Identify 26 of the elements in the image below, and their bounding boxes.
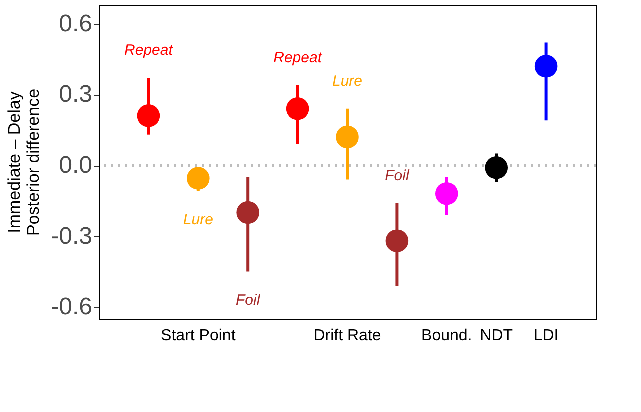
x-tick-label: Drift Rate (314, 328, 382, 344)
point (236, 201, 260, 224)
point (485, 156, 508, 180)
x-tick-label: LDI (534, 328, 559, 344)
text: Repeat (274, 49, 323, 66)
y-tick-label: 0.3 (59, 81, 92, 108)
y-tick-label: 0.6 (59, 10, 92, 38)
x-tick-label: Bound. (422, 328, 472, 344)
y-axis-title: Immediate – Delay Posterior difference (5, 88, 44, 236)
series-label: Lure (183, 212, 214, 229)
x-tick-label: Start Point (161, 328, 236, 344)
x-tick-label: NDT (480, 328, 514, 344)
y-tick-label: 0.0 (59, 152, 92, 180)
point (386, 230, 409, 252)
point (187, 167, 210, 190)
text: Foil (236, 292, 260, 309)
text: Lure (332, 72, 363, 90)
point (436, 182, 458, 206)
text: Repeat (124, 42, 173, 60)
y-tick-label: -0.3 (51, 222, 92, 250)
point (534, 55, 558, 78)
point (336, 126, 359, 149)
text: Foil (385, 167, 410, 184)
y-tick-label: -0.6 (51, 294, 92, 321)
point (137, 104, 160, 128)
point (286, 98, 310, 120)
